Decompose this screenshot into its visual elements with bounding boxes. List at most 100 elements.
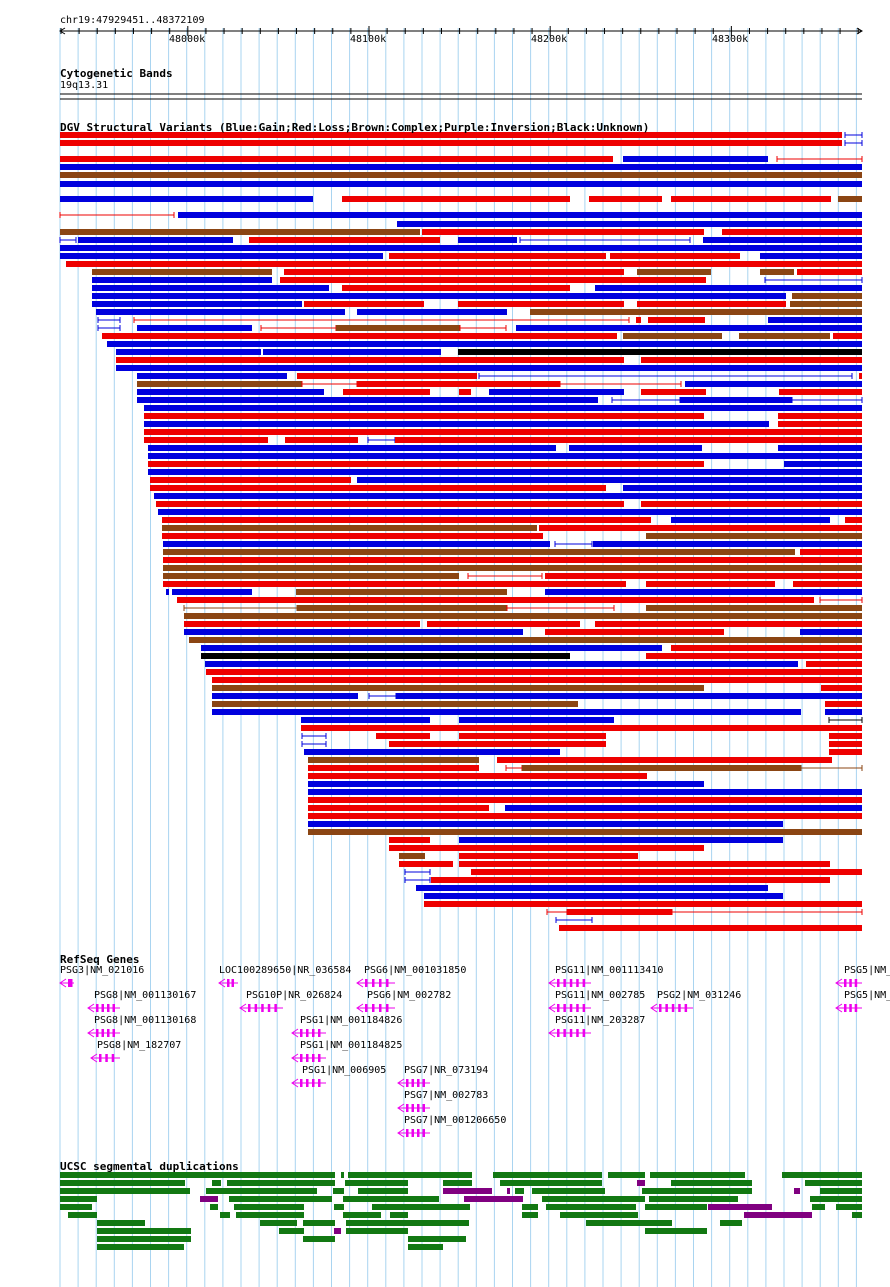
gene-label[interactable]: PSG1|NM_001184825	[300, 1040, 403, 1051]
gene-label[interactable]: PSG10P|NR_026824	[246, 990, 343, 1001]
complex-variant	[297, 605, 507, 611]
gene-label[interactable]: PSG1|NM_006905	[302, 1065, 387, 1076]
loss-variant	[389, 845, 704, 851]
gene-label[interactable]: LOC100289650|NR_036584	[219, 965, 352, 976]
gene-exon	[99, 1054, 102, 1062]
gain-variant	[154, 493, 862, 499]
complex-variant	[163, 565, 862, 571]
direct-duplication	[234, 1204, 304, 1210]
gene-exon	[365, 979, 368, 987]
gene-exon	[563, 1029, 566, 1037]
gene-label[interactable]: PSG1|NM_001184826	[300, 1015, 403, 1026]
gene-model	[548, 978, 591, 988]
gene-label[interactable]: PSG3|NM_021016	[60, 965, 145, 976]
gene-model	[356, 1003, 395, 1013]
gene-exon	[557, 1029, 560, 1037]
loss-variant	[308, 797, 862, 803]
gain-variant	[595, 285, 862, 291]
gain-variant	[163, 541, 550, 547]
gene-model	[356, 978, 395, 988]
unknown-variant	[458, 349, 862, 355]
gain-variant	[201, 645, 662, 651]
loss-variant	[376, 733, 430, 739]
gene-model	[291, 1028, 326, 1038]
gain-variant	[212, 693, 358, 699]
loss-variant	[150, 477, 351, 483]
gene-model	[291, 1053, 326, 1063]
gene-label[interactable]: PSG7|NR_073194	[404, 1065, 489, 1076]
gene-label[interactable]: PSG7|NM_002783	[404, 1090, 489, 1101]
gain-variant	[308, 781, 704, 787]
gene-strand-arrow	[835, 978, 843, 988]
loss-variant	[722, 229, 862, 235]
loss-variant	[459, 733, 606, 739]
gene-label[interactable]: PSG8|NM_182707	[97, 1040, 182, 1051]
loss-variant	[821, 685, 862, 691]
gene-label[interactable]: PSG5|NM_	[844, 990, 890, 1001]
loss-variant	[60, 140, 842, 146]
gain-variant	[137, 325, 252, 331]
gene-strand-arrow	[291, 1053, 299, 1063]
gene-label[interactable]: PSG6|NM_001031850	[364, 965, 467, 976]
complex-variant	[163, 573, 459, 579]
gene-model	[87, 1003, 120, 1013]
gene-exon	[231, 979, 234, 987]
gene-label[interactable]: PSG7|NM_001206650	[404, 1115, 507, 1126]
gain-variant	[60, 196, 313, 202]
gene-label[interactable]: PSG8|NM_001130168	[94, 1015, 197, 1026]
gene-exon	[318, 1054, 321, 1062]
loss-variant	[797, 269, 862, 275]
gene-label[interactable]: PSG8|NM_001130167	[94, 990, 197, 1001]
loss-variant	[595, 621, 862, 627]
loss-variant	[144, 429, 862, 435]
direct-duplication	[334, 1204, 344, 1210]
gene-exon	[300, 1079, 303, 1087]
gene-strand-arrow	[356, 978, 364, 988]
loss-variant	[829, 733, 862, 739]
gene-label[interactable]: PSG6|NM_002782	[367, 990, 452, 1001]
loss-variant	[459, 389, 471, 395]
gene-label[interactable]: PSG2|NM_031246	[657, 990, 742, 1001]
loss-variant	[148, 461, 704, 467]
gain-variant	[107, 341, 862, 347]
gene-label[interactable]: PSG5|NM_	[844, 965, 890, 976]
direct-duplication	[649, 1196, 738, 1202]
loss-variant	[343, 389, 430, 395]
direct-duplication	[60, 1180, 185, 1186]
gene-exon	[411, 1129, 414, 1137]
direct-duplication	[500, 1180, 602, 1186]
direct-duplication	[210, 1204, 218, 1210]
gene-strand-arrow	[397, 1128, 405, 1138]
coordinate-ruler	[59, 26, 863, 36]
direct-duplication	[60, 1204, 92, 1210]
cytoband-track	[60, 93, 862, 100]
gain-variant	[784, 461, 862, 467]
loss-variant	[641, 389, 706, 395]
gene-label[interactable]: PSG11|NM_002785	[555, 990, 646, 1001]
gene-exon	[854, 979, 858, 987]
inverted-duplication	[637, 1180, 645, 1186]
complex-variant	[760, 269, 794, 275]
gain-variant	[78, 237, 233, 243]
complex-variant	[163, 549, 795, 555]
complex-variant	[184, 613, 862, 619]
direct-duplication	[97, 1244, 184, 1250]
gene-exon	[68, 979, 71, 987]
direct-duplication	[60, 1172, 335, 1178]
gene-label[interactable]: PSG11|NM_203287	[555, 1015, 646, 1026]
gain-variant	[116, 365, 862, 371]
gene-strand-arrow	[87, 1028, 95, 1038]
direct-duplication	[303, 1220, 335, 1226]
gene-label[interactable]: PSG11|NM_001113410	[555, 965, 664, 976]
direct-duplication	[260, 1220, 297, 1226]
gene-model	[59, 978, 74, 988]
loss-variant	[150, 485, 606, 491]
gene-exon	[422, 1104, 425, 1112]
direct-duplication	[642, 1188, 752, 1194]
complex-variant	[162, 525, 537, 531]
loss-variant	[102, 333, 617, 339]
gene-model	[650, 1003, 693, 1013]
gain-variant	[172, 589, 252, 595]
direct-duplication	[348, 1172, 472, 1178]
